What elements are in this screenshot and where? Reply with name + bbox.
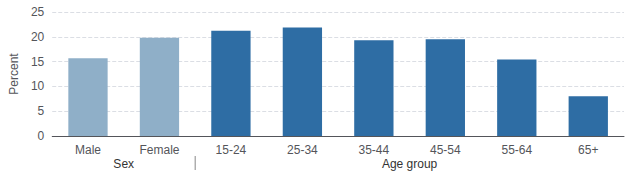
svg-text:10: 10 <box>31 79 45 93</box>
svg-text:15-24: 15-24 <box>216 143 247 157</box>
svg-text:25: 25 <box>31 5 45 19</box>
svg-text:Female: Female <box>139 143 179 157</box>
svg-text:25-34: 25-34 <box>287 143 318 157</box>
svg-text:65+: 65+ <box>578 143 598 157</box>
svg-text:Percent: Percent <box>7 53 21 95</box>
svg-text:Sex: Sex <box>113 157 134 171</box>
svg-text:35-44: 35-44 <box>359 143 390 157</box>
svg-text:Male: Male <box>75 143 101 157</box>
svg-text:45-54: 45-54 <box>430 143 461 157</box>
svg-text:15: 15 <box>31 55 45 69</box>
svg-text:5: 5 <box>38 104 45 118</box>
svg-text:55-64: 55-64 <box>501 143 532 157</box>
svg-text:20: 20 <box>31 30 45 44</box>
svg-text:0: 0 <box>38 129 45 143</box>
svg-text:Age group: Age group <box>382 157 438 171</box>
